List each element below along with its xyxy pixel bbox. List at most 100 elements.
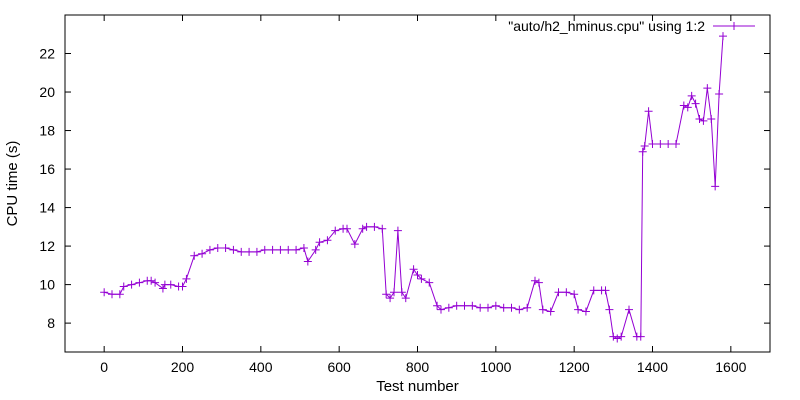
data-point (648, 140, 657, 149)
data-point (393, 226, 402, 235)
y-tick-label: 16 (39, 161, 55, 177)
data-point (703, 84, 712, 93)
data-point (707, 114, 716, 123)
data-point (409, 265, 418, 274)
data-point (378, 224, 387, 233)
data-point (507, 303, 516, 312)
data-point (699, 116, 708, 125)
x-tick-label: 1000 (480, 359, 511, 375)
data-point (413, 270, 422, 279)
y-tick-label: 12 (39, 238, 55, 254)
legend: "auto/h2_hminus.cpu" using 1:2 (508, 18, 755, 34)
data-point (437, 305, 445, 314)
data-point (252, 247, 261, 256)
data-point (433, 301, 442, 310)
series-line (104, 36, 724, 340)
data-point (151, 278, 160, 287)
data-point (617, 332, 626, 341)
y-tick-label: 20 (39, 84, 55, 100)
data-point (158, 284, 167, 293)
data-point (268, 245, 277, 254)
axis-ticks (65, 15, 770, 352)
data-point (609, 332, 618, 341)
data-point (417, 274, 426, 283)
data-point (229, 245, 238, 254)
data-point (323, 236, 332, 245)
data-point (108, 290, 116, 299)
data-point (390, 288, 398, 297)
data-point (484, 303, 492, 312)
data-point (574, 305, 583, 314)
data-point (276, 245, 285, 254)
data-point (554, 288, 563, 297)
data-point (683, 103, 692, 112)
data-point (468, 301, 477, 310)
x-tick-label: 0 (100, 359, 108, 375)
data-point (711, 182, 720, 191)
data-point (166, 280, 175, 289)
data-point (311, 245, 320, 254)
data-point (358, 224, 367, 233)
data-point (292, 245, 301, 254)
data-point (382, 290, 391, 299)
data-point (691, 99, 700, 108)
y-tick-label: 14 (39, 200, 55, 216)
data-point (397, 288, 406, 297)
data-point (531, 276, 539, 285)
data-point (119, 282, 128, 291)
data-point (284, 245, 293, 254)
y-axis-label: CPU time (s) (4, 141, 21, 227)
data-point (425, 278, 434, 287)
data-point (260, 245, 269, 254)
data-point (237, 247, 246, 256)
x-tick-label: 600 (327, 359, 351, 375)
data-point (570, 290, 579, 299)
data-point (695, 114, 704, 123)
data-point (672, 140, 680, 149)
y-tick-label: 22 (39, 46, 55, 62)
data-point (515, 305, 524, 314)
data-point (546, 307, 555, 316)
data-point (687, 91, 696, 100)
data-point (625, 305, 633, 314)
plot-frame (64, 14, 771, 353)
data-point (299, 244, 308, 253)
data-point (221, 244, 230, 253)
data-point (644, 107, 653, 116)
y-tick-label: 18 (39, 123, 55, 139)
data-point (401, 294, 410, 303)
legend-label: "auto/h2_hminus.cpu" using 1:2 (508, 18, 705, 34)
data-point (719, 32, 727, 41)
data-point (656, 140, 665, 149)
legend-marker (730, 22, 738, 30)
x-tick-label: 800 (406, 359, 430, 375)
data-point (127, 280, 136, 289)
data-point (190, 251, 199, 260)
data-point (343, 224, 351, 233)
data-point (538, 305, 547, 314)
data-point (452, 301, 461, 310)
data-point (135, 278, 144, 287)
data-point (350, 240, 359, 249)
x-tick-label: 200 (171, 359, 195, 375)
data-point (444, 303, 453, 312)
data-point (499, 303, 508, 312)
data-point (664, 140, 673, 149)
data-point (636, 332, 645, 341)
data-point (147, 276, 156, 285)
data-point (491, 301, 500, 310)
data-point (370, 222, 379, 231)
data-point (205, 245, 214, 254)
series-group (100, 32, 727, 343)
data-point (638, 147, 647, 156)
data-point (362, 222, 371, 231)
data-point (100, 288, 109, 297)
x-tick-label: 400 (249, 359, 273, 375)
data-point (213, 244, 222, 253)
data-point (640, 141, 649, 150)
data-point (331, 226, 340, 235)
data-point (589, 286, 598, 295)
x-tick-label: 1600 (715, 359, 746, 375)
data-point (476, 303, 485, 312)
x-tick-label: 1200 (559, 359, 590, 375)
